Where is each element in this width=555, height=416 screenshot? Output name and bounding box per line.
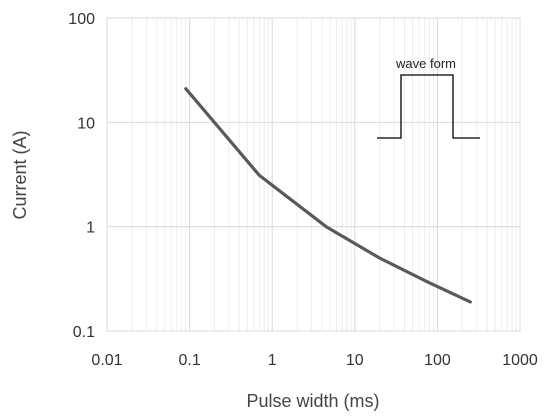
x-tick-label: 10 bbox=[346, 352, 364, 369]
y-tick-label: 100 bbox=[68, 11, 95, 28]
x-tick-label: 0.01 bbox=[91, 352, 122, 369]
x-tick-label: 100 bbox=[424, 352, 451, 369]
y-tick-labels: 0.1 1 10 100 bbox=[68, 11, 95, 341]
y-axis-title: Current (A) bbox=[10, 130, 30, 219]
x-tick-label: 1 bbox=[268, 352, 277, 369]
x-axis-title: Pulse width (ms) bbox=[246, 391, 379, 411]
plot-frame bbox=[106, 17, 521, 332]
x-tick-label: 1000 bbox=[502, 352, 538, 369]
y-tick-label: 1 bbox=[86, 220, 95, 237]
grid bbox=[106, 18, 520, 332]
series-layer bbox=[184, 87, 472, 304]
x-tick-label: 0.1 bbox=[178, 352, 200, 369]
series-line bbox=[184, 87, 472, 304]
y-tick-label: 10 bbox=[77, 115, 95, 132]
waveform-label: wave form bbox=[395, 56, 456, 71]
waveform-pulse-line bbox=[377, 74, 480, 139]
x-tick-labels: 0.01 0.1 1 10 100 1000 bbox=[91, 352, 537, 369]
y-tick-label: 0.1 bbox=[73, 324, 95, 341]
waveform-inset: wave form bbox=[377, 56, 480, 139]
